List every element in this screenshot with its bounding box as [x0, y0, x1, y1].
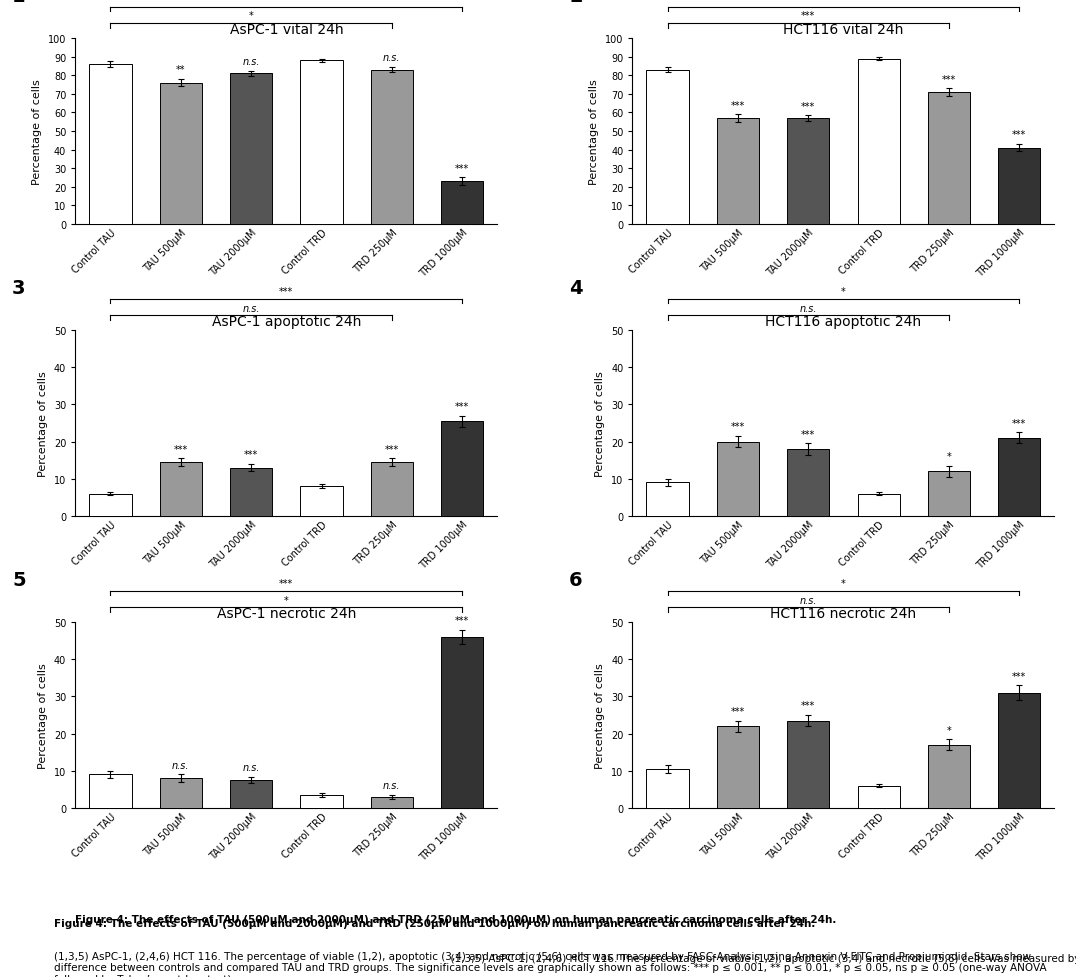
Bar	[230, 74, 272, 225]
Bar	[788, 119, 830, 225]
Bar	[858, 60, 900, 225]
Text: ***: ***	[455, 402, 469, 411]
Text: ***: ***	[1013, 418, 1027, 428]
Bar	[89, 65, 131, 225]
Bar	[371, 70, 413, 225]
Text: ***: ***	[942, 74, 957, 85]
Text: *: *	[947, 451, 951, 461]
Bar	[441, 182, 483, 225]
Title: AsPC-1 necrotic 24h: AsPC-1 necrotic 24h	[216, 606, 356, 620]
Text: **: **	[176, 65, 185, 75]
Y-axis label: Percentage of cells: Percentage of cells	[39, 370, 48, 477]
Y-axis label: Percentage of cells: Percentage of cells	[39, 662, 48, 768]
Text: ***: ***	[802, 429, 816, 440]
Bar	[647, 769, 689, 808]
Text: ***: ***	[279, 0, 294, 5]
Bar	[928, 93, 971, 225]
Text: ***: ***	[1013, 130, 1027, 140]
Bar	[230, 468, 272, 517]
Text: n.s.: n.s.	[172, 760, 189, 770]
Text: ***: ***	[385, 445, 399, 454]
Bar	[858, 494, 900, 517]
Text: n.s.: n.s.	[242, 763, 260, 773]
Text: **: **	[838, 0, 848, 5]
Bar	[717, 727, 759, 808]
Text: n.s.: n.s.	[799, 303, 817, 314]
Bar	[858, 786, 900, 808]
Text: 3: 3	[12, 278, 26, 298]
Bar	[999, 693, 1040, 808]
Bar	[647, 70, 689, 225]
Bar	[371, 797, 413, 808]
Title: AsPC-1 apoptotic 24h: AsPC-1 apoptotic 24h	[212, 315, 362, 328]
Bar	[717, 443, 759, 517]
Bar	[717, 119, 759, 225]
Text: n.s.: n.s.	[383, 781, 400, 790]
Text: ***: ***	[279, 286, 294, 296]
Bar	[647, 483, 689, 517]
Bar	[371, 462, 413, 517]
Bar	[999, 439, 1040, 517]
Text: ***: ***	[244, 449, 258, 460]
Bar	[159, 779, 202, 808]
Text: (1,3,5) AsPC-1, (2,4,6) HCT 116. The percentage of viable (1,2), apoptotic (3,4): (1,3,5) AsPC-1, (2,4,6) HCT 116. The per…	[54, 951, 1047, 977]
Text: *: *	[284, 595, 288, 605]
Title: HCT116 vital 24h: HCT116 vital 24h	[783, 22, 904, 36]
Text: ***: ***	[279, 578, 294, 588]
Bar	[230, 781, 272, 808]
Text: 5: 5	[12, 571, 26, 589]
Text: *: *	[841, 286, 846, 296]
Bar	[788, 721, 830, 808]
Text: Figure 4: The effects of TAU (500μM and 2000μM) and TRD (250μM and 1000μM) on hu: Figure 4: The effects of TAU (500μM and …	[75, 914, 837, 924]
Text: *: *	[947, 725, 951, 735]
Bar	[300, 795, 342, 808]
Text: ***: ***	[173, 445, 188, 454]
Text: *: *	[841, 578, 846, 588]
Title: HCT116 apoptotic 24h: HCT116 apoptotic 24h	[765, 315, 921, 328]
Text: ***: ***	[802, 701, 816, 710]
Bar	[441, 422, 483, 517]
Bar	[89, 775, 131, 808]
Text: 4: 4	[569, 278, 583, 298]
Text: 6: 6	[569, 571, 583, 589]
Bar	[928, 472, 971, 517]
Text: ***: ***	[731, 101, 745, 110]
Y-axis label: Percentage of cells: Percentage of cells	[595, 370, 606, 477]
Text: ***: ***	[455, 616, 469, 625]
Bar	[89, 494, 131, 517]
Text: (1,3,5) AsPC-1, (2,4,6) HCT 116. The percentage of viable (1,2), apoptotic (3,4): (1,3,5) AsPC-1, (2,4,6) HCT 116. The per…	[54, 953, 1076, 962]
Text: ***: ***	[731, 706, 745, 716]
Bar	[159, 462, 202, 517]
Text: *: *	[249, 12, 254, 21]
Y-axis label: Percentage of cells: Percentage of cells	[32, 79, 42, 185]
Text: ***: ***	[802, 102, 816, 111]
Bar	[788, 449, 830, 517]
Text: ***: ***	[1013, 671, 1027, 681]
Bar	[441, 637, 483, 808]
Bar	[300, 487, 342, 517]
Y-axis label: Percentage of cells: Percentage of cells	[590, 79, 599, 185]
Bar	[300, 62, 342, 225]
Bar	[928, 745, 971, 808]
Text: ***: ***	[802, 12, 816, 21]
Text: n.s.: n.s.	[383, 53, 400, 64]
Y-axis label: Percentage of cells: Percentage of cells	[595, 662, 606, 768]
Text: n.s.: n.s.	[799, 595, 817, 605]
Text: Figure 4: The effects of TAU (500μM and 2000μM) and TRD (250μM and 1000μM) on hu: Figure 4: The effects of TAU (500μM and …	[54, 918, 816, 928]
Title: AsPC-1 vital 24h: AsPC-1 vital 24h	[229, 22, 343, 36]
Text: ***: ***	[455, 163, 469, 174]
Bar	[159, 84, 202, 225]
Text: n.s.: n.s.	[242, 57, 260, 66]
Title: HCT116 necrotic 24h: HCT116 necrotic 24h	[770, 606, 917, 620]
Text: 2: 2	[569, 0, 583, 6]
Text: n.s.: n.s.	[242, 303, 260, 314]
Text: ***: ***	[731, 422, 745, 432]
Bar	[999, 149, 1040, 225]
Text: 1: 1	[12, 0, 26, 6]
